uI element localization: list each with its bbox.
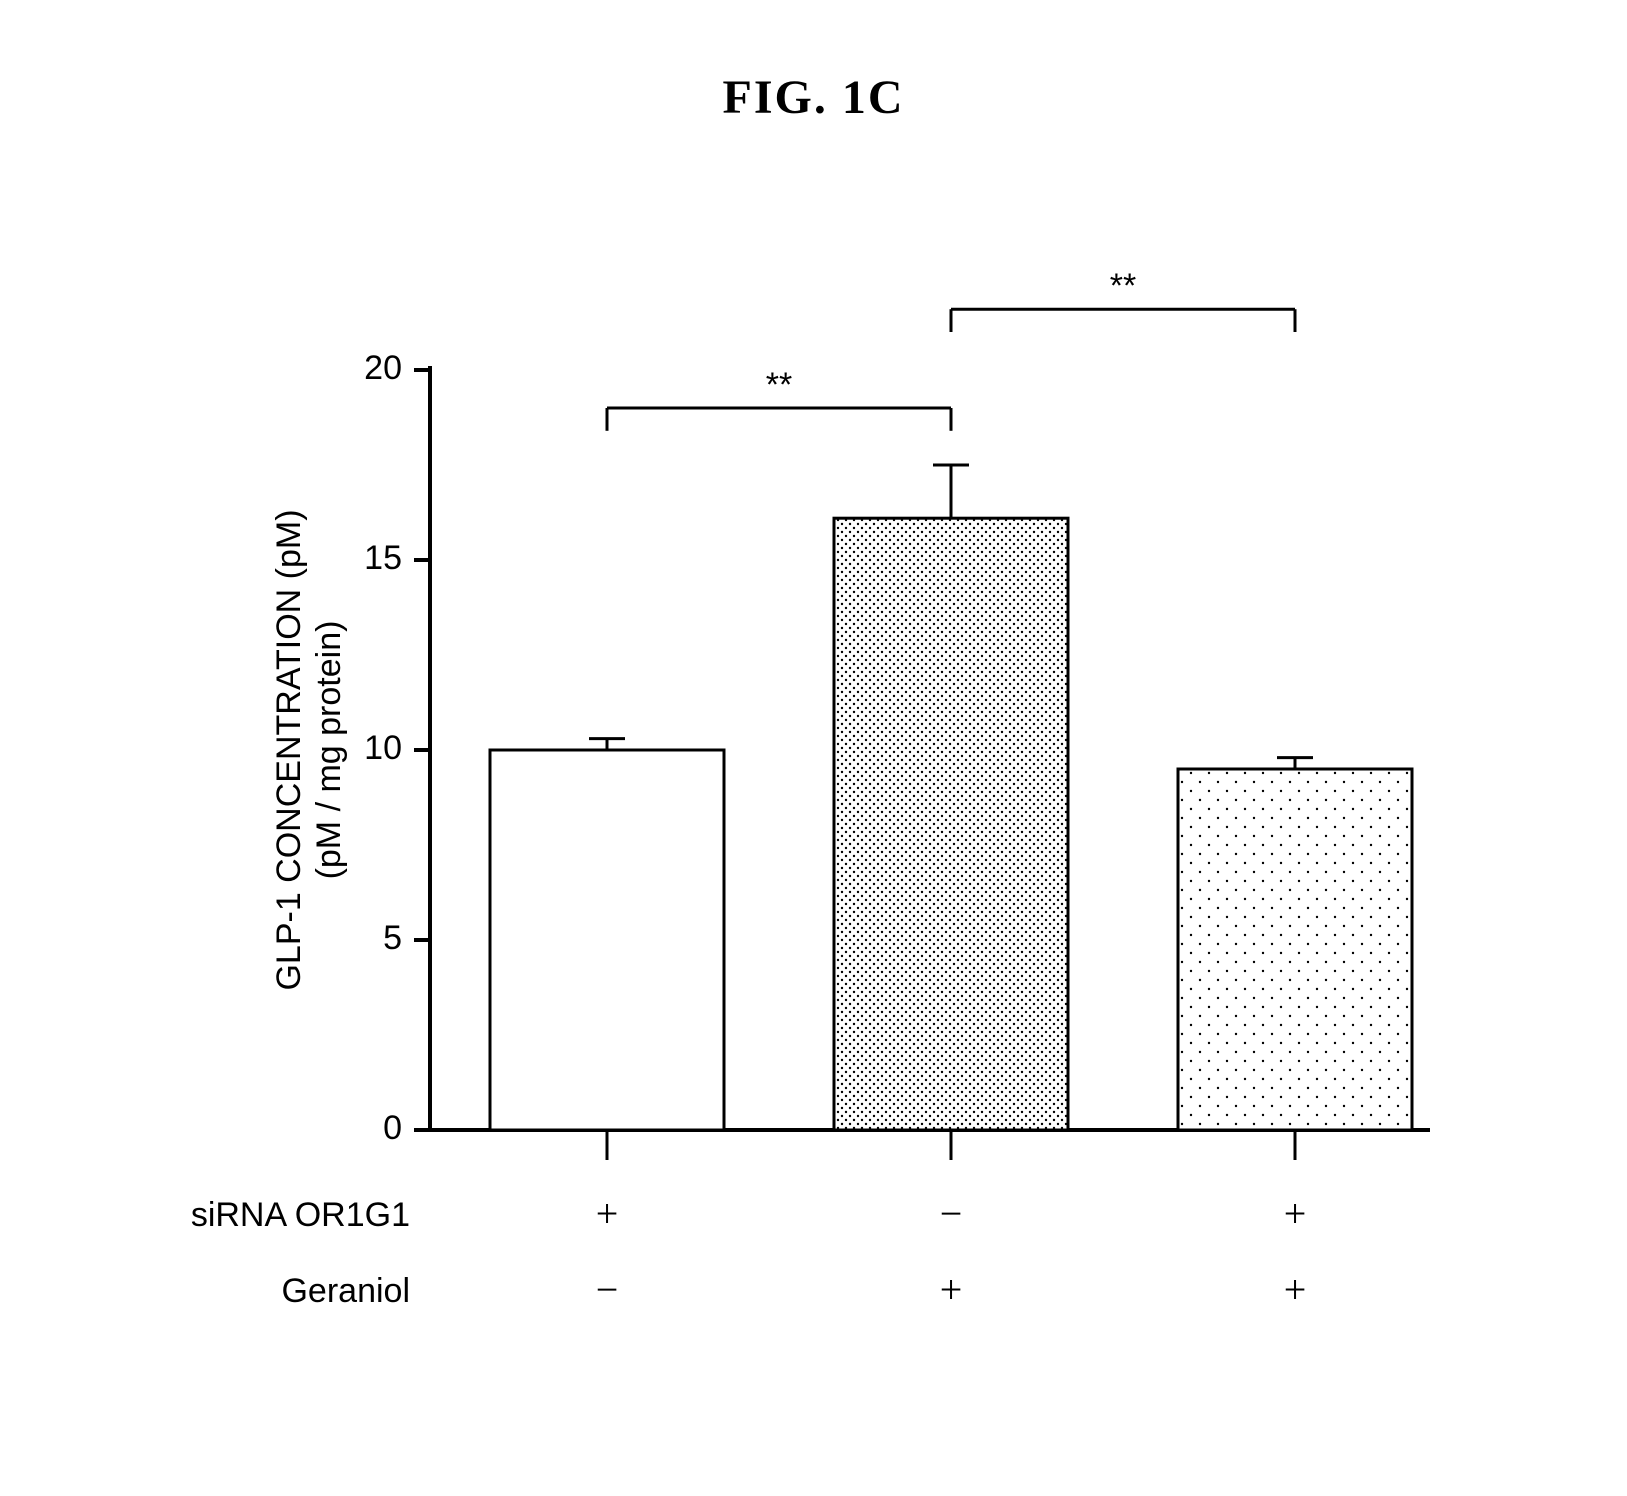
figure-title: FIG. 1C [0, 70, 1627, 125]
svg-text:0: 0 [383, 1109, 402, 1147]
x-row-label-1: Geraniol [70, 1272, 410, 1311]
svg-text:15: 15 [364, 539, 402, 577]
bar-0 [490, 750, 724, 1130]
svg-text:**: ** [766, 366, 792, 404]
chart-container: 0 5 10 15 20 GLP-1 CONCENTRATION (pM)(pM / mg… [260, 310, 1460, 1210]
x-row-1-cell-1: + [921, 1266, 981, 1313]
x-row-0-cell-2: + [1265, 1190, 1325, 1237]
x-row-label-0: siRNA OR1G1 [70, 1196, 410, 1235]
svg-text:GLP-1 CONCENTRATION (pM): GLP-1 CONCENTRATION (pM) [270, 509, 308, 990]
x-row-0-cell-1: − [921, 1190, 981, 1237]
svg-text:5: 5 [383, 919, 402, 957]
bar-chart: 0 5 10 15 20 GLP-1 CONCENTRATION (pM)(pM / mg… [260, 310, 1460, 1210]
x-row-1-cell-0: − [577, 1266, 637, 1313]
x-row-0-cell-0: + [577, 1190, 637, 1237]
svg-text:**: ** [1110, 267, 1136, 305]
bar-1 [834, 518, 1068, 1130]
bar-2 [1178, 769, 1412, 1130]
svg-text:10: 10 [364, 729, 402, 767]
page: FIG. 1C 0 5 10 15 20 GLP-1 CONCENTRATION (pM)… [0, 0, 1627, 1496]
svg-text:20: 20 [364, 349, 402, 387]
x-row-1-cell-2: + [1265, 1266, 1325, 1313]
svg-text:(pM / mg protein): (pM / mg protein) [310, 621, 348, 880]
